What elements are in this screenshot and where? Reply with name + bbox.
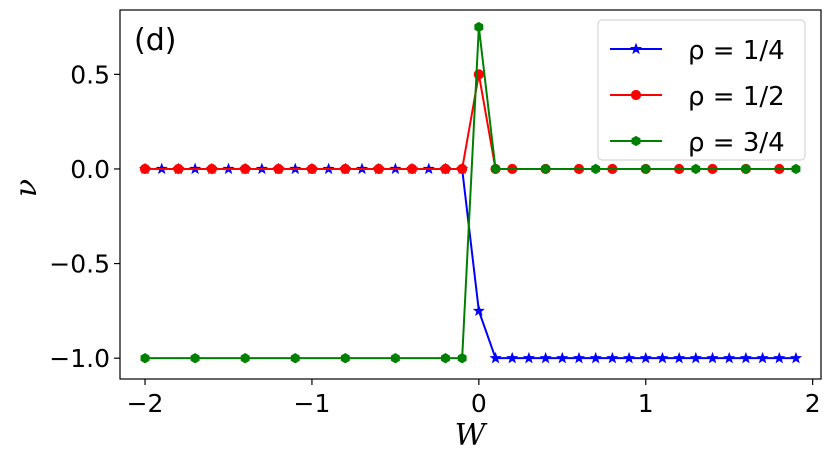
y-tick-label: −1.0 (49, 344, 110, 373)
series-1-point (656, 351, 669, 364)
series-1-point (623, 351, 636, 364)
series-1-point (723, 351, 736, 364)
series-2-point (373, 163, 384, 175)
series-3-point (457, 353, 467, 364)
legend-label: ρ = 3/4 (688, 128, 785, 158)
series-3-point (491, 163, 500, 175)
series-1-point (489, 351, 502, 364)
y-tick-label: −0.5 (49, 250, 110, 279)
series-1-point (739, 351, 752, 364)
series-3-line (145, 26, 796, 360)
series-1-point (689, 351, 702, 364)
plot-frame (119, 9, 822, 380)
x-tick-label: 1 (638, 389, 654, 418)
legend-label: ρ = 1/4 (688, 36, 785, 66)
y-tick-label: 0.0 (70, 155, 110, 184)
series-1-point (539, 351, 552, 364)
series-3-point (474, 21, 484, 33)
series-1-point (639, 351, 652, 364)
series-1-point (572, 351, 586, 364)
legend-swatch-marker (630, 89, 642, 101)
y-tick-label: 0.5 (70, 60, 110, 89)
legend-swatch-marker (629, 42, 643, 55)
series-2-point (306, 163, 318, 175)
ticks-layer: −2 −1 0 1 2 −1.0 −0.5 0.0 0.5 (49, 60, 820, 418)
series-3-point (340, 353, 350, 364)
series-2-point (173, 163, 184, 175)
panel-label: (d) (134, 23, 176, 58)
series-1-point (472, 304, 485, 317)
series-2-point (206, 163, 217, 175)
x-tick-label: −2 (127, 389, 164, 418)
x-tick-label: 0 (471, 389, 487, 418)
series-3-point (290, 353, 300, 364)
series-1-point (522, 351, 535, 364)
series-2-point (240, 163, 251, 175)
series-1-point (789, 351, 803, 364)
series-1-point (673, 351, 686, 364)
series-3 (140, 21, 801, 364)
series-3-point (641, 163, 651, 175)
series-1-point (773, 351, 786, 364)
series-1-point (506, 351, 519, 364)
series-2-point (340, 163, 351, 175)
x-tick-label: −1 (294, 389, 331, 418)
series-1-point (606, 351, 619, 364)
series-2-point (457, 163, 468, 175)
series-1-point (589, 351, 602, 364)
legend-swatch-marker (631, 135, 641, 147)
legend-entry: ρ = 1/4 (610, 36, 785, 66)
legend-entry: ρ = 3/4 (610, 128, 785, 158)
y-axis-label: ν (9, 179, 44, 197)
series-3-point (390, 353, 400, 364)
series-1-point (756, 351, 769, 364)
series-2-point (273, 163, 284, 175)
legend-label: ρ = 1/2 (688, 82, 785, 112)
series-3-point (140, 353, 150, 364)
series-1-point (556, 351, 569, 364)
x-tick-label: 2 (805, 389, 821, 418)
legend: ρ = 1/4 ρ = 1/2 ρ = 3/4 (597, 19, 806, 161)
series-1-point (706, 351, 719, 364)
series-3-point (441, 353, 450, 364)
series-3-point (240, 353, 250, 364)
series-3-point (541, 163, 551, 175)
series-3-point (190, 353, 200, 364)
series-layer (138, 21, 803, 364)
legend-entry: ρ = 1/2 (610, 82, 785, 112)
series-3-point (691, 163, 701, 175)
series-3-point (591, 163, 601, 175)
series-2-point (406, 163, 418, 175)
series-2-point (139, 163, 151, 175)
x-axis-label: W (455, 418, 488, 453)
legend-frame (597, 19, 806, 161)
series-3-point (791, 163, 801, 175)
series-2-point (440, 163, 451, 175)
series-3-point (741, 163, 751, 175)
